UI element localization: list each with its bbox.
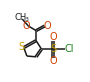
Text: S: S	[18, 42, 24, 52]
Text: S: S	[50, 44, 56, 54]
Text: O: O	[22, 21, 30, 31]
Text: O: O	[43, 21, 51, 31]
Text: 3: 3	[24, 17, 28, 22]
Text: CH: CH	[15, 13, 27, 22]
Text: Cl: Cl	[65, 44, 74, 54]
Text: O: O	[49, 32, 57, 42]
Text: O: O	[49, 56, 57, 66]
